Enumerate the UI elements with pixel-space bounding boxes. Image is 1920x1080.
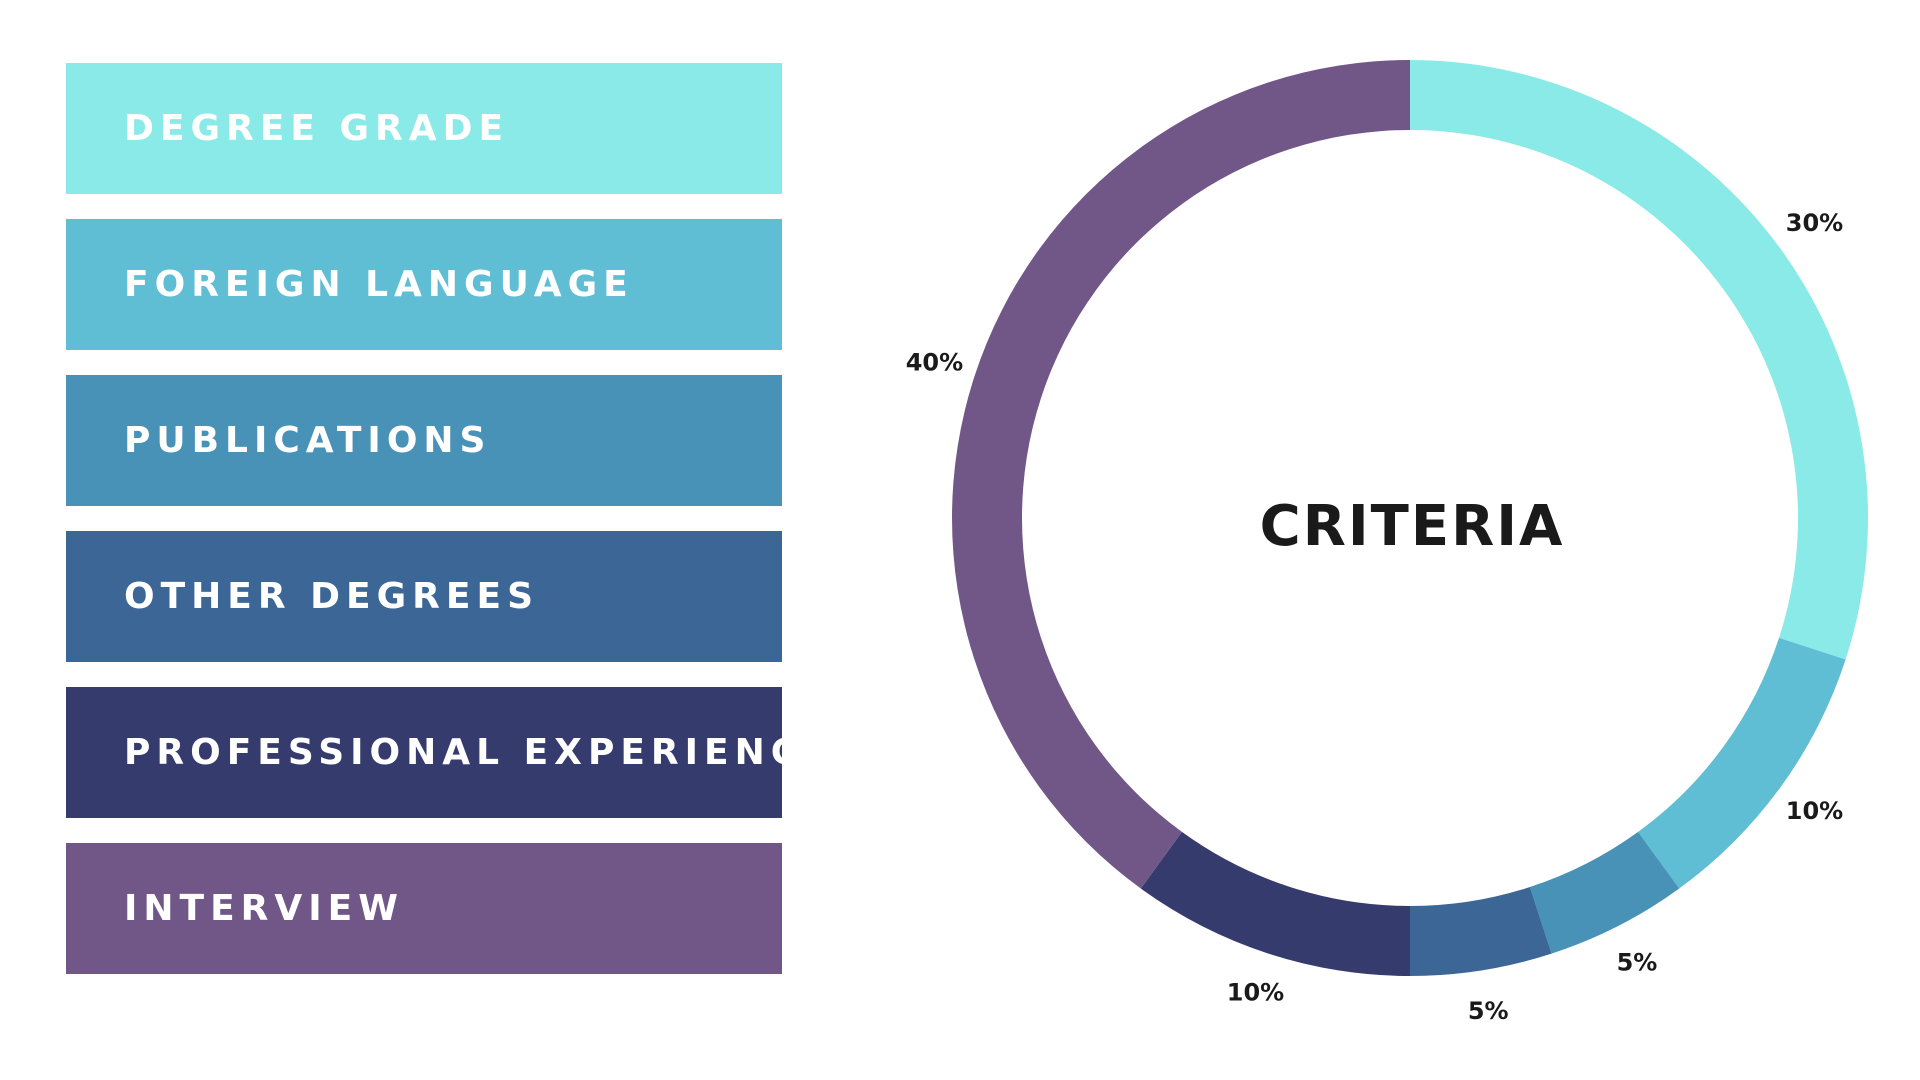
legend-label: INTERVIEW (124, 888, 404, 929)
donut-slice (1638, 637, 1846, 889)
slice-value-label: 40% (906, 348, 963, 376)
legend: DEGREE GRADE FOREIGN LANGUAGE PUBLICATIO… (66, 63, 828, 999)
legend-label: PUBLICATIONS (124, 420, 492, 461)
legend-item-publications: PUBLICATIONS (66, 375, 782, 506)
slice-value-label: 10% (1227, 979, 1284, 1007)
legend-label: FOREIGN LANGUAGE (124, 264, 634, 305)
donut-value-labels: 30% 10% 5% 5% 10% 40% (906, 209, 1843, 1025)
legend-item-interview: INTERVIEW (66, 843, 782, 974)
legend-label: PROFESSIONAL EXPERIENCE (124, 732, 834, 773)
donut-slice (1529, 831, 1680, 954)
slice-value-label: 5% (1468, 997, 1509, 1025)
slice-value-label: 5% (1617, 949, 1658, 977)
chart-title: CRITERIA (1260, 494, 1565, 559)
donut-slices (952, 60, 1868, 976)
donut-slice (952, 60, 1410, 889)
donut-slice (1410, 60, 1868, 660)
donut-chart: 30% 10% 5% 5% 10% 40% CRITERIA (906, 60, 1868, 1025)
slice-value-label: 10% (1786, 797, 1843, 825)
legend-item-foreign-language: FOREIGN LANGUAGE (66, 219, 782, 350)
legend-label: OTHER DEGREES (124, 576, 539, 617)
legend-item-degree-grade: DEGREE GRADE (66, 63, 782, 194)
donut-slice (1410, 887, 1552, 976)
slice-value-label: 30% (1786, 209, 1843, 237)
legend-item-other-degrees: OTHER DEGREES (66, 531, 782, 662)
legend-item-professional-experience: PROFESSIONAL EXPERIENCE (66, 687, 828, 818)
donut-slice (1140, 831, 1410, 976)
legend-label: DEGREE GRADE (124, 108, 510, 149)
